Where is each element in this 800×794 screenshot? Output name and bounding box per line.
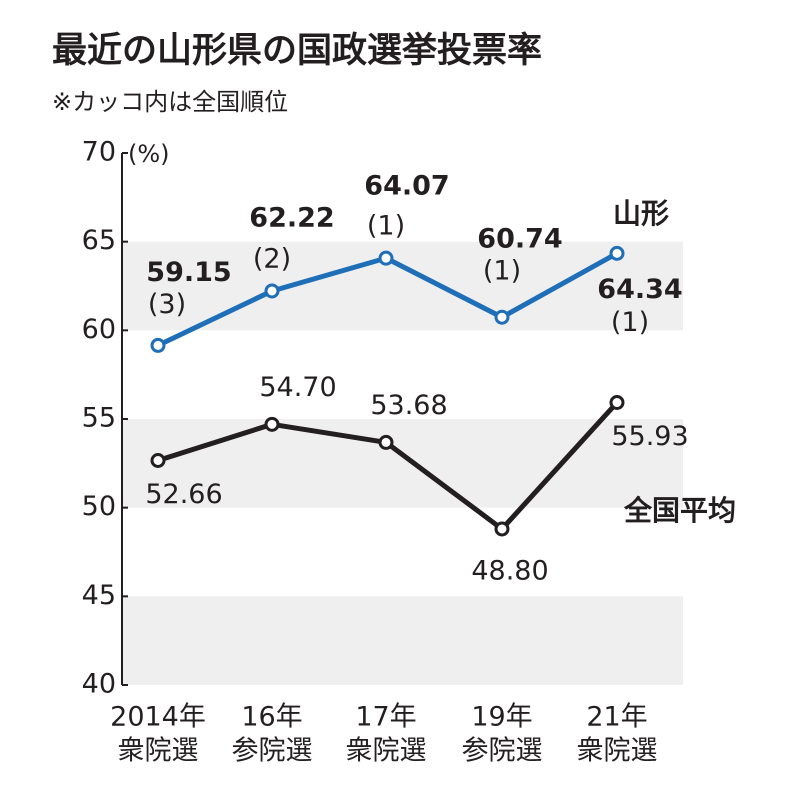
x-tick-sublabel: 衆院選 [118,736,199,767]
value-label: 62.22 [249,202,334,233]
series-name: 山形 [613,197,669,230]
point [494,309,510,325]
y-unit: (%) [128,140,170,168]
rank-label: (1) [483,256,521,287]
band [122,596,683,685]
point [150,452,166,468]
x-tick-label: 21年 [586,702,647,733]
point [378,434,394,450]
point [378,250,394,266]
y-tick-label: 50 [82,491,116,522]
rank-label: (3) [148,289,186,320]
chart-title: 最近の山形県の国政選挙投票率 [52,31,542,71]
x-tick-label: 17年 [355,702,416,733]
x-tick-label: 16年 [241,702,302,733]
y-tick-label: 60 [82,314,116,345]
bands [122,241,683,685]
y-tick-label: 55 [82,403,116,434]
point [494,521,510,537]
x-tick-sublabel: 参院選 [232,736,313,767]
value-label: 52.66 [145,479,222,510]
rank-label: (1) [367,211,405,242]
value-label: 60.74 [477,224,562,255]
value-label: 55.93 [611,421,688,452]
point [264,416,280,432]
value-label: 54.70 [259,372,336,403]
point [609,395,625,411]
x-tick-sublabel: 参院選 [462,736,543,767]
point [609,245,625,261]
x-tick-label: 19年 [471,702,532,733]
x-tick-sublabel: 衆院選 [346,736,427,767]
point [150,337,166,353]
value-label: 59.15 [146,257,231,288]
x-tick-sublabel: 衆院選 [577,736,658,767]
y-tick-label: 70 [82,137,116,168]
y-tick-label: 65 [82,225,116,256]
y-tick-label: 45 [82,580,116,611]
value-label: 64.34 [597,274,682,305]
series-name: 全国平均 [623,494,736,527]
x-tick-label: 2014年 [110,702,206,733]
point [264,283,280,299]
y-tick-label: 40 [82,669,116,700]
rank-label: (2) [253,243,291,274]
value-label: 48.80 [471,555,548,586]
rank-label: (1) [611,307,649,338]
value-label: 64.07 [364,171,449,202]
value-label: 53.68 [370,390,447,421]
chart-subtitle: ※カッコ内は全国順位 [52,88,288,116]
